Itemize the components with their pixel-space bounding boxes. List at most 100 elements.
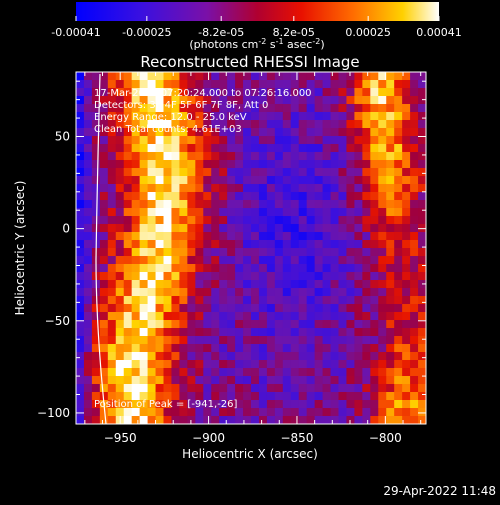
heatmap-cell [163,168,173,177]
heatmap-cell [171,264,180,273]
heatmap-cell [83,280,93,289]
heatmap-cell [115,384,125,393]
heatmap-cell [155,368,165,377]
heatmap-cell [298,96,308,105]
heatmap-cell [378,384,387,393]
heatmap-cell [123,216,133,225]
heatmap-cell [362,216,371,225]
heatmap-cell [155,328,165,337]
heatmap-cell [266,72,276,81]
heatmap-cell [306,400,316,409]
heatmap-cell [123,152,133,161]
heatmap-cell [362,264,371,273]
heatmap-cell [282,192,292,201]
heatmap-cell [139,360,149,369]
heatmap-cell [386,384,395,393]
heatmap-cell [147,312,157,321]
heatmap-cell [76,240,85,249]
heatmap-cell [346,120,355,129]
heatmap-cell [107,128,117,137]
heatmap-cell [123,232,133,241]
heatmap-cell [219,408,228,417]
heatmap-cell [258,224,268,233]
heatmap-cell [155,136,165,145]
heatmap-cell [306,328,316,337]
heatmap-cell [274,256,284,265]
heatmap-cell [282,408,292,417]
heatmap-cell [402,392,411,401]
heatmap-cell [195,240,204,249]
heatmap-cell [227,296,236,305]
heatmap-cell [298,112,308,121]
heatmap-cell [394,136,403,145]
heatmap-cell [314,320,324,329]
heatmap-cell [107,96,117,105]
heatmap-cell [211,136,220,145]
heatmap-cell [290,352,300,361]
heatmap-cell [306,72,316,81]
heatmap-cell [115,264,125,273]
heatmap-cell [76,192,85,201]
heatmap-cell [282,336,292,345]
heatmap-cell [131,264,141,273]
heatmap-cell [187,360,196,369]
colorbar-tick-label: -0.00025 [122,26,171,39]
heatmap-cell [219,232,228,241]
heatmap-cell [330,280,340,289]
heatmap-cell [83,192,93,201]
heatmap-cell [219,136,228,145]
heatmap-cell [370,144,379,153]
solar-limb-line [95,73,107,424]
heatmap-cell [266,200,276,209]
heatmap-cell [282,224,292,233]
heatmap-cell [203,88,212,97]
heatmap-cell [298,144,308,153]
heatmap-cell [266,176,276,185]
heatmap-cell [386,240,395,249]
heatmap-cell [370,128,379,137]
heatmap-cell [290,368,300,377]
heatmap-cell [235,296,244,305]
heatmap-cell [394,112,403,121]
heatmap-cell [107,352,117,361]
heatmap-cell [266,144,276,153]
heatmap-cell [322,304,332,313]
heatmap-cell [227,200,236,209]
heatmap-cell [298,416,308,424]
heatmap-cell [251,272,260,281]
heatmap-cell [314,144,324,153]
heatmap-cell [314,152,324,161]
heatmap-cell [187,192,196,201]
heatmap-cell [314,200,324,209]
heatmap-cell [322,120,332,129]
heatmap-cell [402,72,411,81]
heatmap-cell [258,184,268,193]
heatmap-cell [354,144,363,153]
heatmap-cell [123,360,133,369]
heatmap-cell [211,336,220,345]
heatmap-cell [211,312,220,321]
heatmap-cell [418,360,426,369]
heatmap-cell [227,336,236,345]
heatmap-cell [386,128,395,137]
heatmap-cell [139,104,149,113]
heatmap-cell [266,376,276,385]
heatmap-cell [282,304,292,313]
heatmap-cell [402,176,411,185]
heatmap-cell [139,376,149,385]
heatmap-cell [418,248,426,257]
heatmap-cell [163,344,173,353]
heatmap-cell [314,304,324,313]
heatmap-cell [418,288,426,297]
heatmap-cell [139,144,149,153]
heatmap-cell [251,184,260,193]
heatmap-cell [99,136,109,145]
heatmap-cell [163,288,173,297]
heatmap-cell [76,80,85,89]
heatmap-cell [195,360,204,369]
heatmap-cell [211,368,220,377]
heatmap-cell [155,360,165,369]
heatmap-cell [147,272,157,281]
heatmap-cell [115,208,125,217]
